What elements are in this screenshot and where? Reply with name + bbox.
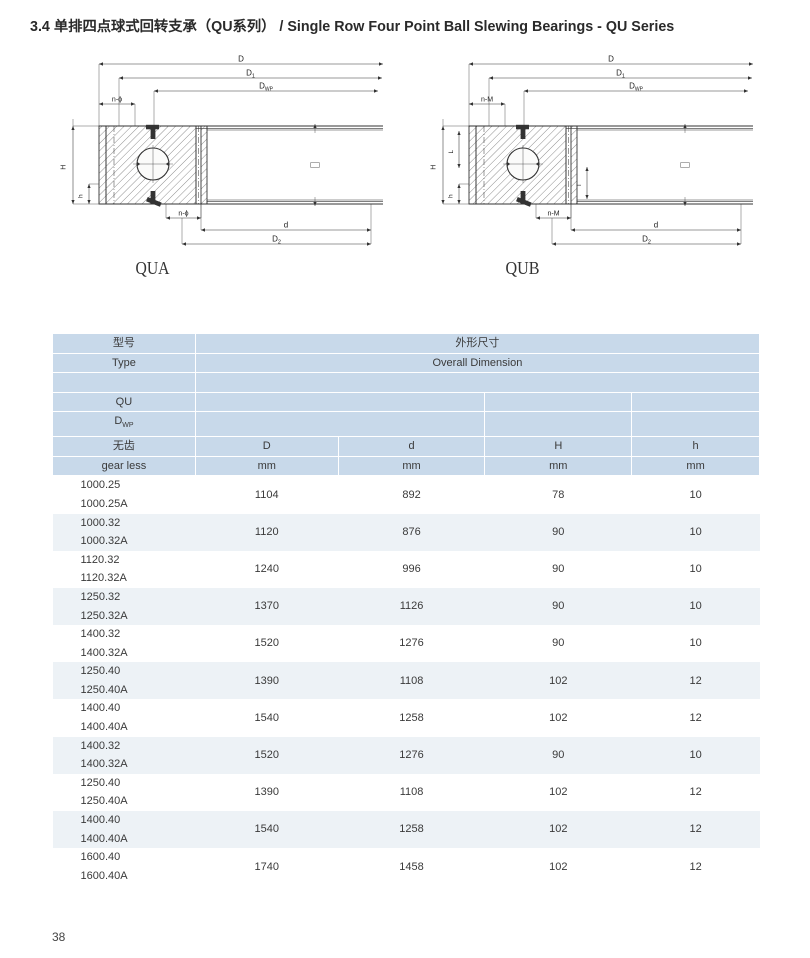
svg-text:QUB: QUB <box>506 258 540 278</box>
svg-text:n-M: n-M <box>481 96 493 103</box>
svg-text:d: d <box>654 220 658 229</box>
svg-text:h: h <box>448 194 455 198</box>
svg-text:L: L <box>448 150 455 154</box>
svg-text:n-ϕ: n-ϕ <box>178 210 188 217</box>
svg-text:d: d <box>284 220 288 229</box>
svg-text:QUA: QUA <box>136 258 170 278</box>
svg-text:n-ϕ: n-ϕ <box>112 96 122 103</box>
svg-text:D: D <box>608 54 614 63</box>
svg-text:H: H <box>431 165 438 170</box>
svg-text:n-M: n-M <box>547 210 559 217</box>
svg-text:H: H <box>61 165 68 170</box>
svg-text:D: D <box>238 54 244 63</box>
svg-text:h: h <box>78 194 85 198</box>
